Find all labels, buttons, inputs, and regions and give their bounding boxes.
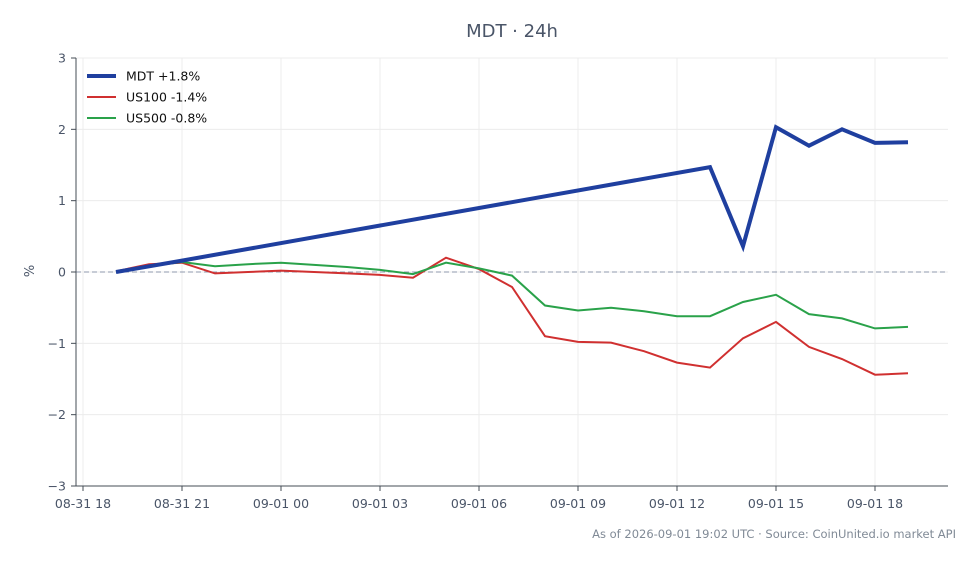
legend-label-2: US500 -0.8% <box>126 111 207 126</box>
series-lines <box>115 124 909 376</box>
series-line-2 <box>115 260 909 330</box>
y-tick-label: 1 <box>58 193 66 208</box>
y-tick-labels: −3 −2 −1 0 1 2 3 <box>48 51 66 494</box>
x-tick-label: 09-01 09 <box>550 496 606 511</box>
x-tick-label: 09-01 00 <box>253 496 309 511</box>
chart-title: MDT · 24h <box>466 21 558 42</box>
x-tick-label: 08-31 18 <box>55 496 111 511</box>
series-line-0 <box>115 124 909 274</box>
y-tick-label: −3 <box>48 479 66 494</box>
x-tick-label: 09-01 18 <box>847 496 903 511</box>
y-tick-label: −2 <box>48 407 66 422</box>
axes <box>71 57 948 491</box>
x-tick-label: 09-01 15 <box>748 496 804 511</box>
footnote: As of 2026-09-01 19:02 UTC · Source: Coi… <box>592 527 956 541</box>
x-tick-label: 09-01 06 <box>451 496 507 511</box>
x-tick-label: 08-31 21 <box>154 496 210 511</box>
series-line-1 <box>115 256 909 376</box>
y-tick-label: −1 <box>48 336 66 351</box>
x-tick-label: 09-01 12 <box>649 496 705 511</box>
y-tick-label: 0 <box>58 265 66 280</box>
y-tick-label: 2 <box>58 122 66 137</box>
y-axis-label: % <box>23 265 38 277</box>
x-tick-label: 09-01 03 <box>352 496 408 511</box>
x-tick-labels: 08-31 18 08-31 21 09-01 00 09-01 03 09-01 06… <box>55 496 903 511</box>
y-tick-label: 3 <box>58 51 66 66</box>
legend-label-1: US100 -1.4% <box>126 90 207 105</box>
legend-label-0: MDT +1.8% <box>126 69 200 84</box>
legend: MDT +1.8% US100 -1.4% US500 -0.8% <box>87 69 207 126</box>
